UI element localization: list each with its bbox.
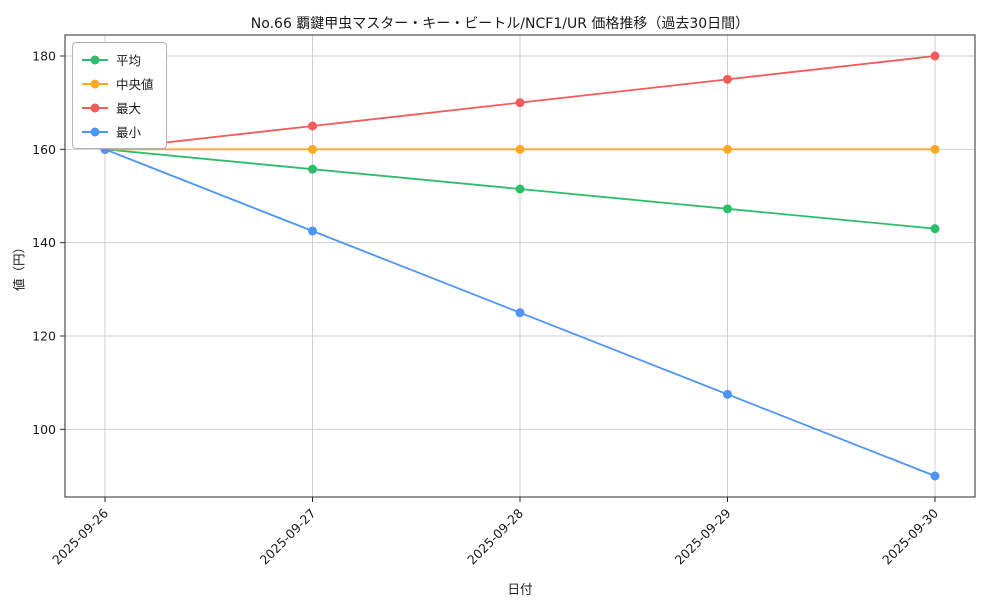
series-marker <box>723 204 732 214</box>
series-marker <box>723 389 732 399</box>
series-marker <box>308 144 317 154</box>
x-axis-label: 日付 <box>507 581 533 597</box>
series-marker <box>930 51 940 61</box>
chart-title: No.66 覇鍵甲虫マスター・キー・ビートル/NCF1/UR 価格推移（過去30… <box>250 16 750 32</box>
series-marker <box>930 471 940 481</box>
y-tick-label: 180 <box>32 49 56 64</box>
series-marker <box>308 164 317 174</box>
legend-item: 平均 <box>82 50 154 69</box>
series-marker <box>515 184 525 194</box>
legend: 平均 中央値 最大 最小 <box>72 42 167 149</box>
series-marker <box>723 144 732 154</box>
series-marker <box>308 121 317 131</box>
legend-dot-icon <box>90 79 100 88</box>
legend-swatch-icon <box>82 101 108 114</box>
series-marker <box>723 74 732 84</box>
legend-item: 最小 <box>82 122 154 141</box>
legend-swatch-icon <box>82 77 108 90</box>
y-tick-label: 140 <box>32 235 56 250</box>
series-marker <box>930 144 940 154</box>
y-tick-label: 120 <box>32 329 56 344</box>
legend-swatch-icon <box>82 125 108 138</box>
y-axis-label: 値（円） <box>11 240 27 292</box>
legend-label: 中央値 <box>116 77 154 92</box>
legend-label: 平均 <box>116 53 142 68</box>
legend-dot-icon <box>90 55 100 64</box>
series-marker <box>515 98 525 108</box>
legend-item: 中央値 <box>82 74 154 93</box>
series-marker <box>515 144 525 154</box>
y-tick-label: 100 <box>32 422 56 437</box>
y-tick-label: 160 <box>32 142 56 157</box>
series-marker <box>515 308 525 318</box>
series-marker <box>930 224 940 234</box>
legend-label: 最小 <box>116 125 142 140</box>
series-marker <box>308 226 317 236</box>
legend-dot-icon <box>90 127 100 136</box>
legend-label: 最大 <box>116 101 142 116</box>
legend-item: 最大 <box>82 98 154 117</box>
legend-swatch-icon <box>82 53 108 66</box>
legend-dot-icon <box>90 103 100 112</box>
